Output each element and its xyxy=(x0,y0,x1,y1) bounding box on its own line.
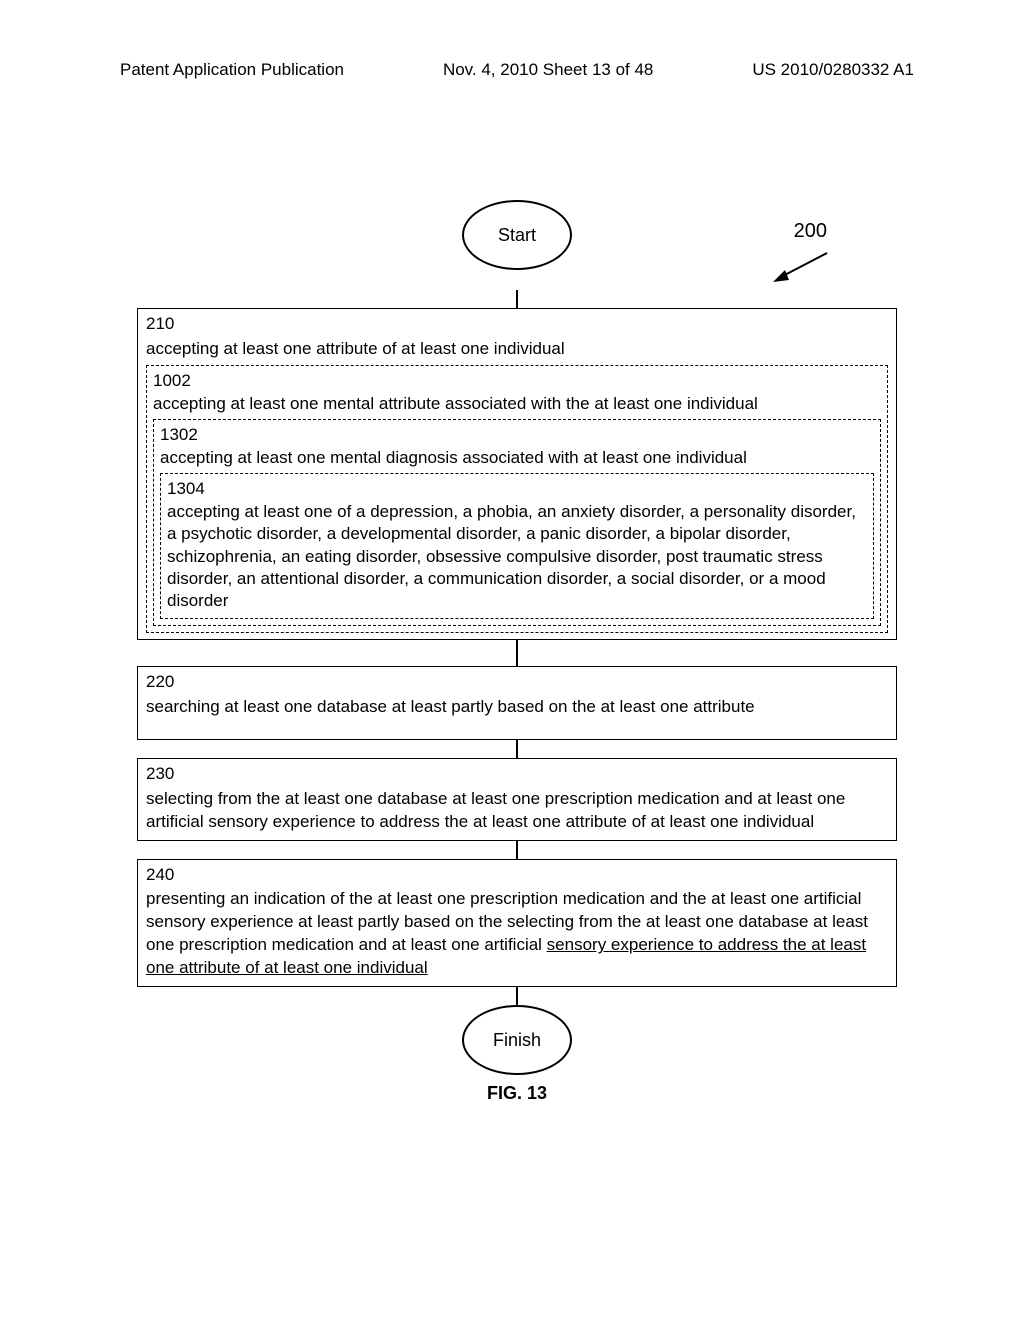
step-230: 230 selecting from the at least one data… xyxy=(137,758,897,841)
step-text: accepting at least one mental attribute … xyxy=(153,394,758,413)
finish-label: Finish xyxy=(493,1030,541,1051)
step-1302: 1302 accepting at least one mental diagn… xyxy=(153,419,881,626)
step-1304: 1304 accepting at least one of a depress… xyxy=(160,473,874,619)
step-number: 240 xyxy=(146,864,888,887)
step-text: accepting at least one mental diagnosis … xyxy=(160,448,747,467)
connector xyxy=(516,640,518,666)
step-number: 230 xyxy=(146,763,888,786)
start-node: Start xyxy=(462,200,572,270)
step-1002: 1002 accepting at least one mental attri… xyxy=(146,365,888,633)
flowchart: Start 200 210 accepting at least one att… xyxy=(137,200,897,1104)
start-label: Start xyxy=(498,225,536,246)
step-number: 210 xyxy=(146,313,888,336)
header-right: US 2010/0280332 A1 xyxy=(752,60,914,80)
reference-number: 200 xyxy=(794,220,827,243)
connector xyxy=(516,290,518,308)
page-header: Patent Application Publication Nov. 4, 2… xyxy=(120,60,914,80)
connector xyxy=(516,841,518,859)
step-number: 1304 xyxy=(167,478,867,500)
step-text: selecting from the at least one database… xyxy=(146,789,845,831)
step-240: 240 presenting an indication of the at l… xyxy=(137,859,897,988)
reference-arrow-icon xyxy=(767,248,847,288)
figure-label: FIG. 13 xyxy=(137,1083,897,1104)
header-center: Nov. 4, 2010 Sheet 13 of 48 xyxy=(443,60,653,80)
step-210: 210 accepting at least one attribute of … xyxy=(137,308,897,640)
connector xyxy=(516,987,518,1005)
page: Patent Application Publication Nov. 4, 2… xyxy=(0,0,1024,1320)
connector xyxy=(516,740,518,758)
step-number: 1302 xyxy=(160,424,874,446)
step-number: 220 xyxy=(146,671,888,694)
step-220: 220 searching at least one database at l… xyxy=(137,666,897,740)
finish-node: Finish xyxy=(462,1005,572,1075)
step-text: accepting at least one attribute of at l… xyxy=(146,339,565,358)
header-left: Patent Application Publication xyxy=(120,60,344,80)
step-text: accepting at least one of a depression, … xyxy=(167,502,856,609)
step-number: 1002 xyxy=(153,370,881,392)
step-text: searching at least one database at least… xyxy=(146,697,755,716)
